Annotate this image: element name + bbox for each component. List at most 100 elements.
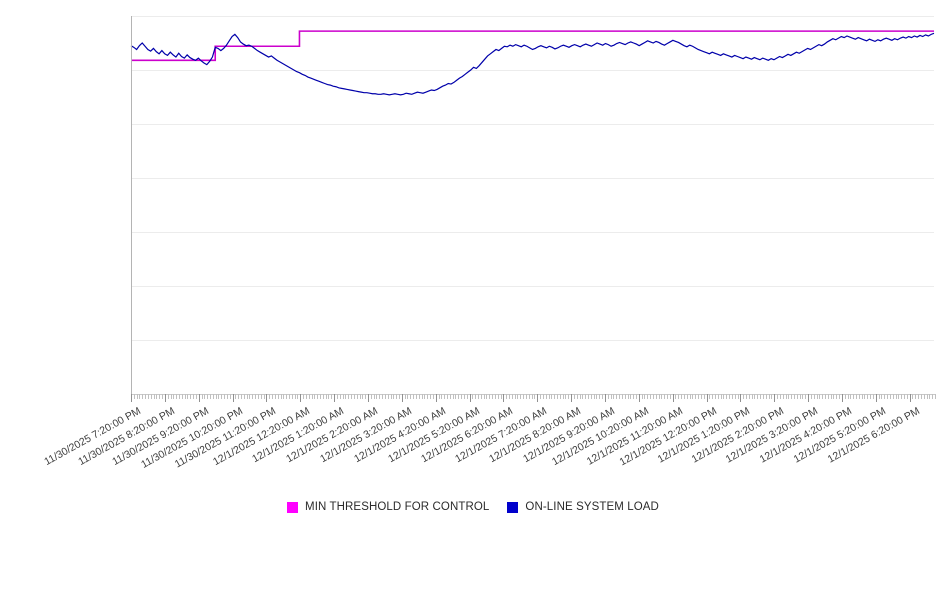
x-tick-minor <box>458 394 460 399</box>
x-tick-minor <box>805 394 807 399</box>
x-tick-minor <box>627 394 629 399</box>
x-tick-minor <box>150 394 152 399</box>
x-tick-minor <box>935 394 937 399</box>
x-tick-minor <box>635 394 637 399</box>
x-tick-minor <box>624 394 626 399</box>
x-tick-minor <box>903 394 905 399</box>
x-tick-minor <box>455 394 457 399</box>
x-tick-minor <box>810 394 812 399</box>
x-tick-minor <box>291 394 293 399</box>
x-tick-minor <box>241 394 243 399</box>
x-tick-minor <box>675 394 677 399</box>
x-tick-minor <box>348 394 350 399</box>
x-tick-minor <box>353 394 355 399</box>
series-line <box>131 31 934 60</box>
x-tick-minor <box>280 394 282 399</box>
x-tick-minor <box>218 394 220 399</box>
x-tick-minor <box>791 394 793 399</box>
legend-label: ON-LINE SYSTEM LOAD <box>525 501 659 513</box>
x-tick-minor <box>193 394 195 399</box>
x-tick-major <box>638 394 640 402</box>
x-tick-minor <box>898 394 900 399</box>
legend-item[interactable]: MIN THRESHOLD FOR CONTROL <box>287 501 489 513</box>
x-tick-minor <box>427 394 429 399</box>
x-tick-minor <box>359 394 361 399</box>
x-tick-minor <box>362 394 364 399</box>
x-tick-minor <box>788 394 790 399</box>
x-tick-minor <box>376 394 378 399</box>
x-tick-minor <box>365 394 367 399</box>
x-tick-minor <box>492 394 494 399</box>
x-tick-minor <box>540 394 542 399</box>
x-tick-minor <box>325 394 327 399</box>
x-tick-minor <box>351 394 353 399</box>
x-tick-minor <box>856 394 858 399</box>
x-tick-minor <box>667 394 668 399</box>
x-tick-minor <box>159 394 161 399</box>
x-tick-minor <box>760 394 762 399</box>
x-tick-minor <box>878 394 880 399</box>
x-tick-minor <box>754 394 756 399</box>
x-tick-minor <box>751 394 753 399</box>
x-tick-minor <box>286 394 288 399</box>
x-tick-minor <box>497 394 499 399</box>
x-tick-minor <box>850 394 852 399</box>
x-tick-minor <box>342 394 344 399</box>
x-tick-minor <box>221 394 223 399</box>
x-tick-major <box>503 394 505 402</box>
x-tick-minor <box>847 394 849 399</box>
x-tick-minor <box>156 394 158 399</box>
x-tick-minor <box>382 394 384 399</box>
x-tick-major <box>164 394 166 402</box>
x-tick-minor <box>387 394 389 399</box>
x-tick-minor <box>500 394 502 399</box>
x-tick-minor <box>506 394 508 399</box>
x-tick-minor <box>438 394 440 399</box>
x-tick-minor <box>698 394 700 399</box>
x-tick-minor <box>802 394 804 399</box>
x-tick-minor <box>613 394 615 399</box>
x-tick-minor <box>514 394 516 399</box>
x-tick-major <box>334 394 336 402</box>
x-tick-minor <box>901 394 903 399</box>
x-tick-minor <box>579 394 581 399</box>
legend-swatch-icon <box>507 501 519 513</box>
x-tick-minor <box>827 394 829 399</box>
x-tick-minor <box>215 394 217 399</box>
x-tick-minor <box>726 394 728 399</box>
x-tick-minor <box>872 394 874 399</box>
x-tick-minor <box>929 394 931 399</box>
x-tick-minor <box>311 394 313 399</box>
x-tick-minor <box>486 394 488 399</box>
x-tick-minor <box>173 394 175 399</box>
x-tick-minor <box>641 394 643 399</box>
x-tick-major <box>367 394 369 402</box>
legend-item[interactable]: ON-LINE SYSTEM LOAD <box>507 501 659 513</box>
x-tick-minor <box>799 394 801 399</box>
x-tick-minor <box>246 394 248 399</box>
x-tick-minor <box>238 394 240 399</box>
x-tick-minor <box>441 394 443 399</box>
x-tick-minor <box>920 394 922 399</box>
x-tick-minor <box>681 394 683 399</box>
x-tick-minor <box>190 394 192 399</box>
x-tick-minor <box>384 394 386 399</box>
x-tick-minor <box>415 394 417 399</box>
x-tick-minor <box>703 394 705 399</box>
x-tick-minor <box>328 394 330 399</box>
x-tick-minor <box>399 394 400 399</box>
x-tick-major <box>740 394 742 402</box>
x-tick-minor <box>619 394 621 399</box>
x-tick-minor <box>209 394 211 399</box>
chart-legend: MIN THRESHOLD FOR CONTROL ON-LINE SYSTEM … <box>0 494 946 520</box>
x-tick-minor <box>683 394 685 399</box>
x-tick-minor <box>263 394 265 399</box>
x-axis-labels: 11/30/2025 7:20:00 PM 11/30/2025 8:20:00 … <box>0 400 946 490</box>
x-tick-minor <box>562 394 564 399</box>
x-axis-line <box>131 394 935 395</box>
x-tick-minor <box>320 394 321 399</box>
x-tick-minor <box>542 394 544 399</box>
x-tick-minor <box>551 394 553 399</box>
x-tick-minor <box>472 394 474 399</box>
x-tick-minor <box>729 394 731 399</box>
